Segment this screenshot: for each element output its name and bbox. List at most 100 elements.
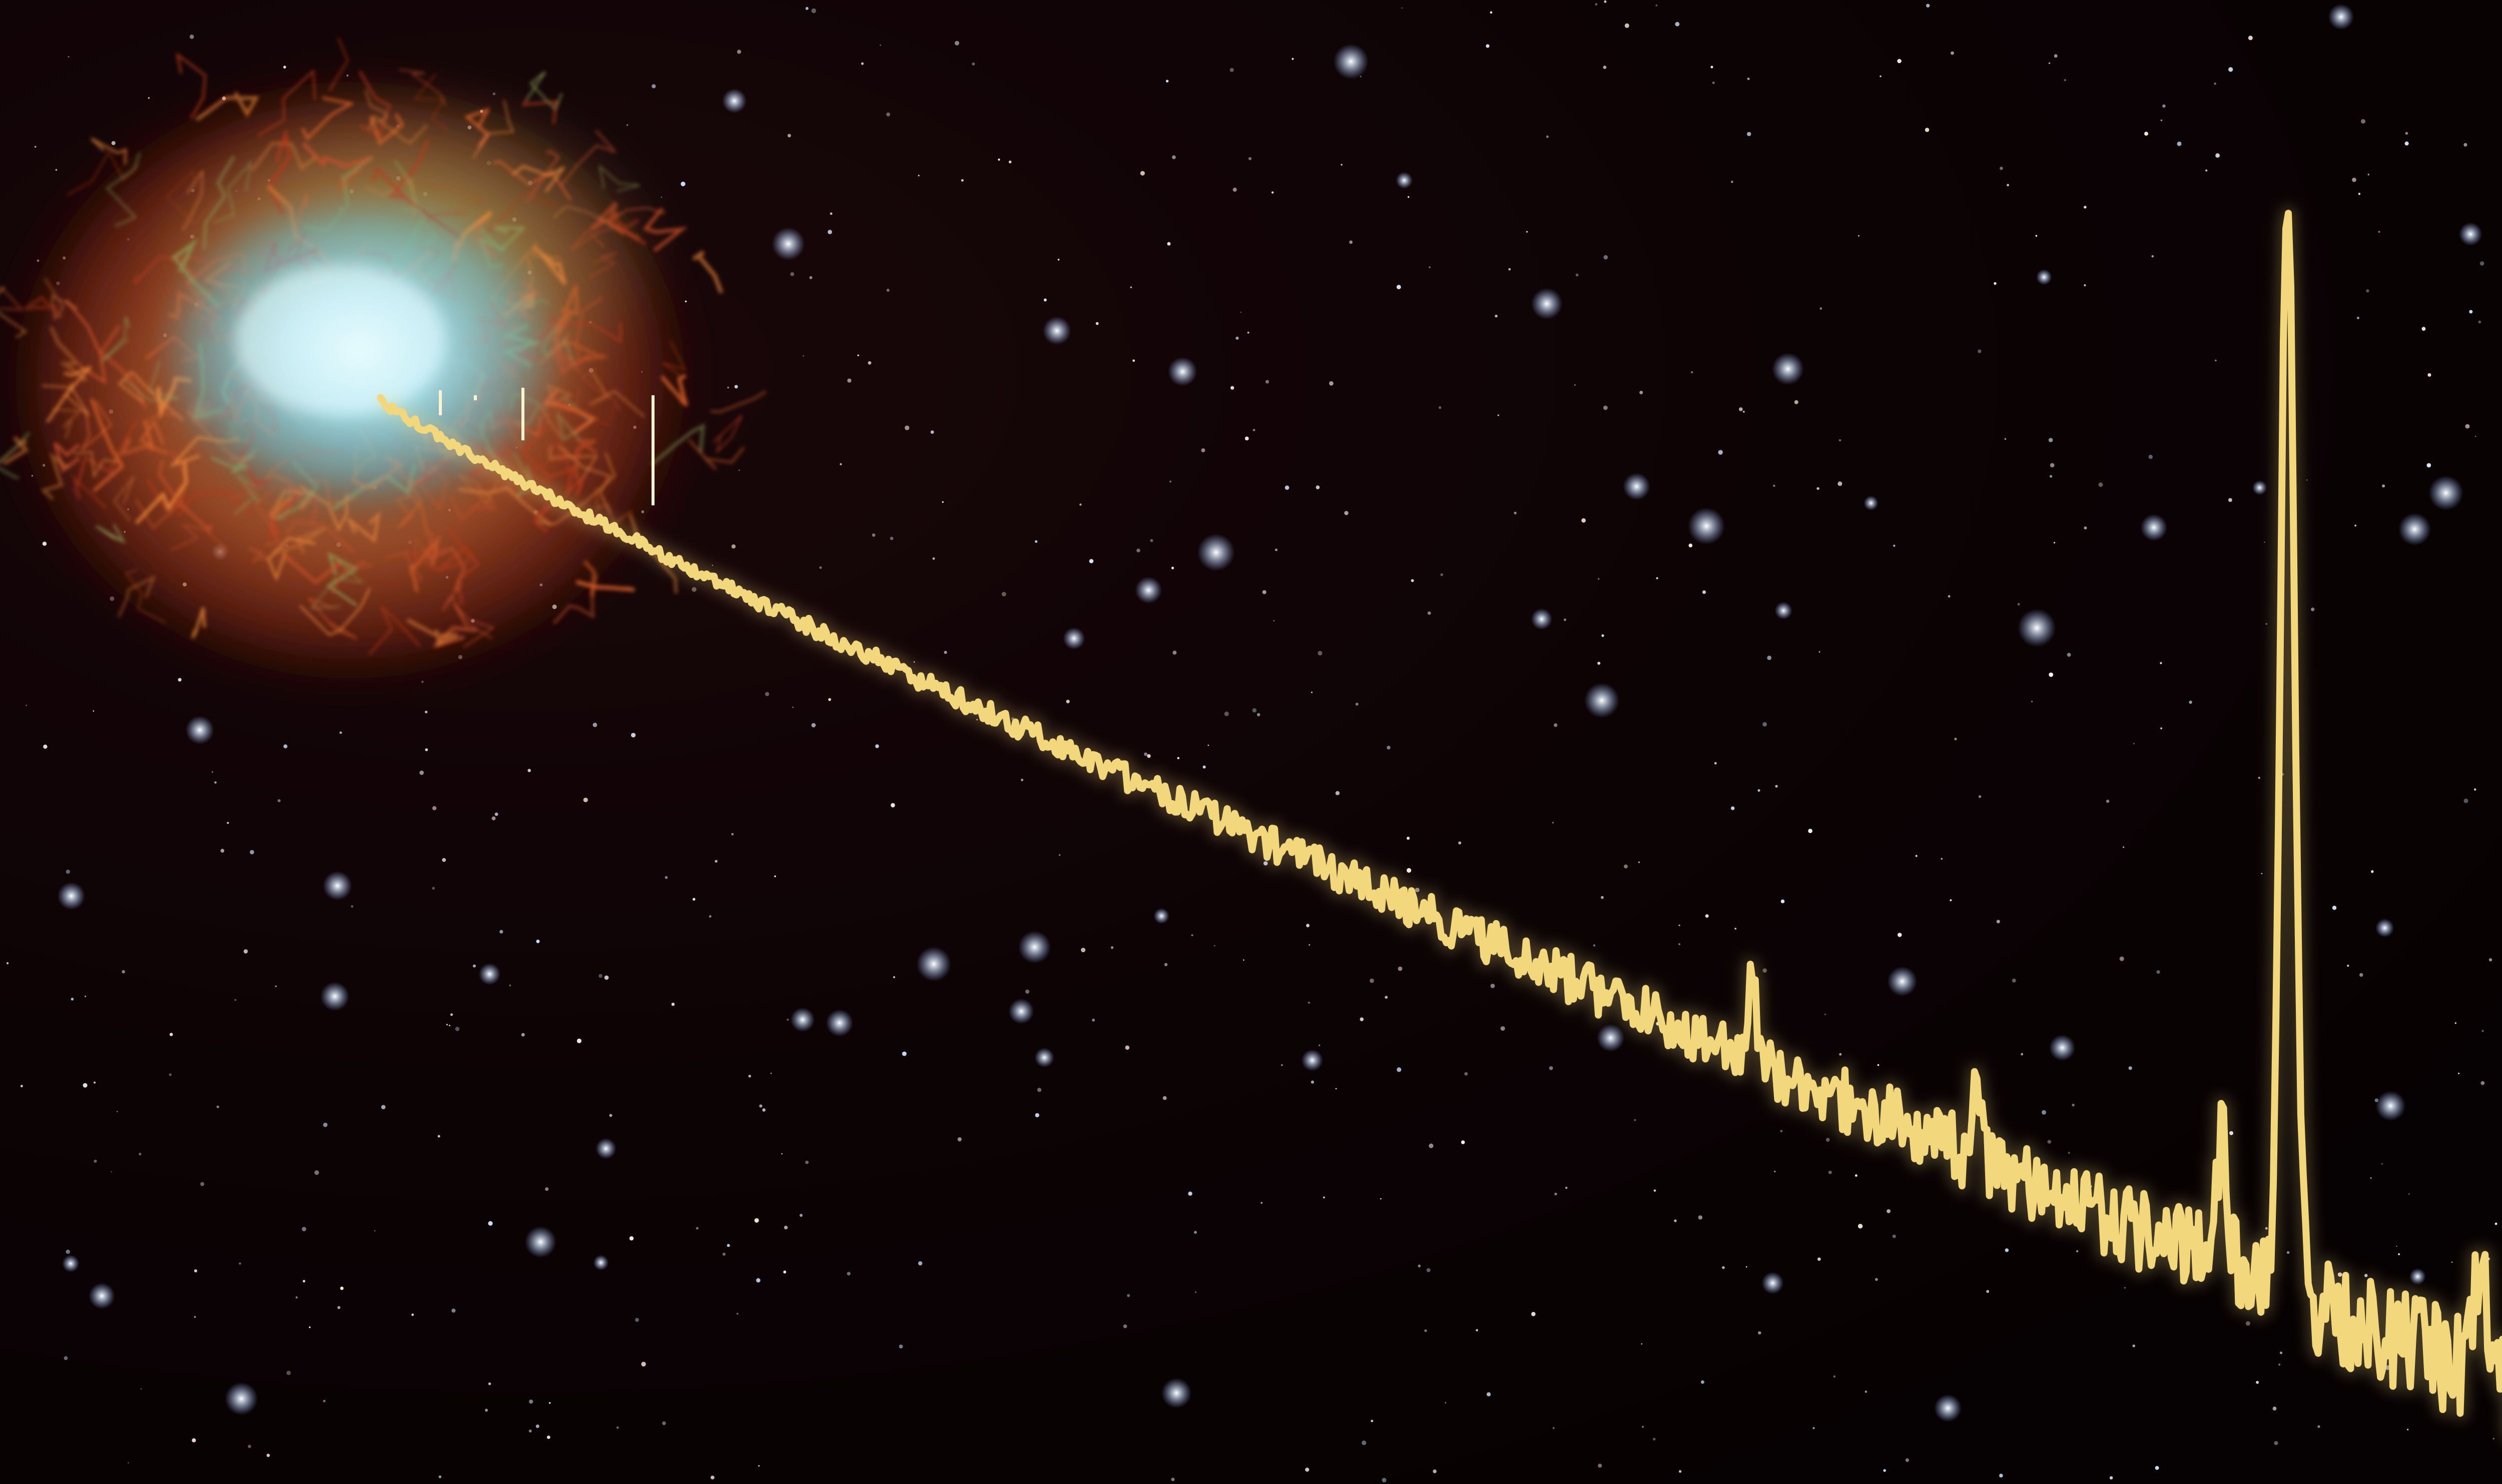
star [1601, 896, 1604, 899]
star [2469, 310, 2473, 314]
nebula-filament [268, 128, 292, 216]
star [1382, 1477, 1387, 1482]
star [1168, 357, 1197, 386]
star [734, 385, 738, 389]
star [2458, 1072, 2460, 1074]
star [641, 1361, 646, 1367]
star [194, 1269, 198, 1273]
star [1549, 1066, 1553, 1070]
star [2084, 206, 2087, 209]
star [1655, 4, 1658, 7]
star [1887, 966, 1918, 997]
star [1305, 1467, 1310, 1472]
star [944, 650, 947, 654]
star [583, 798, 588, 803]
star [1514, 511, 1517, 514]
star [2356, 317, 2359, 319]
star [374, 1230, 376, 1232]
star [1125, 1045, 1130, 1050]
nebula-filament [158, 460, 212, 534]
star [286, 1370, 291, 1375]
star [1531, 1312, 1536, 1316]
star [2264, 541, 2265, 543]
star [1136, 548, 1140, 552]
star [94, 1159, 97, 1163]
star [2049, 1034, 2076, 1061]
star [748, 1075, 751, 1078]
star [545, 1187, 549, 1191]
star [1385, 996, 1388, 999]
star [2265, 623, 2268, 625]
star [2454, 1022, 2456, 1024]
star [1500, 1026, 1505, 1031]
star [1678, 924, 1680, 926]
star [1396, 285, 1401, 290]
star [2133, 743, 2135, 745]
star [2358, 193, 2361, 195]
star [1595, 3, 1597, 6]
star [1265, 380, 1270, 384]
star [2261, 873, 2263, 875]
star [593, 1255, 609, 1271]
star [1461, 1140, 1465, 1144]
star [1235, 336, 1239, 340]
star [1926, 4, 1930, 8]
star [872, 533, 876, 537]
star [727, 1244, 730, 1247]
star [1171, 566, 1174, 569]
nebula-filament [176, 52, 207, 120]
star [784, 1225, 788, 1230]
star [1252, 708, 1257, 712]
star [631, 732, 636, 737]
star [1147, 754, 1151, 758]
star [1130, 286, 1132, 289]
star [1887, 1209, 1891, 1213]
star [2160, 727, 2162, 729]
star [1565, 1186, 1568, 1189]
nebula-filament [65, 299, 107, 385]
star [2367, 174, 2369, 176]
star [1333, 44, 1369, 80]
nebula-filament [558, 445, 611, 514]
star [1476, 1329, 1478, 1331]
spectrum-trace-spikes [439, 388, 655, 505]
star [671, 1003, 675, 1006]
star [122, 970, 125, 974]
star [828, 698, 831, 701]
star [1996, 920, 2000, 924]
star [2317, 1425, 2320, 1428]
star [1837, 481, 1842, 486]
nebula-filament [511, 165, 565, 193]
star [1762, 722, 1767, 727]
star [546, 1435, 550, 1439]
star [1319, 1044, 1321, 1046]
star [437, 1135, 440, 1138]
star [2042, 1110, 2046, 1115]
star [2160, 119, 2163, 122]
star [770, 1072, 772, 1074]
star [2031, 700, 2033, 702]
star [425, 748, 428, 752]
star [1429, 1143, 1434, 1148]
star [2286, 1251, 2290, 1254]
star [1710, 66, 1713, 69]
star [548, 1402, 551, 1404]
nebula-filament [285, 519, 355, 554]
star [1552, 822, 1554, 824]
star [2004, 438, 2007, 440]
nebula-filament [310, 559, 365, 609]
star [295, 1296, 298, 1299]
star [890, 536, 894, 540]
star [1624, 864, 1628, 869]
star [2205, 169, 2208, 172]
nebula-filament [118, 575, 156, 617]
star [455, 1027, 460, 1031]
star [1229, 68, 1234, 72]
star [840, 463, 842, 465]
star [2128, 1066, 2132, 1070]
star [2047, 1140, 2052, 1144]
star [1941, 858, 1943, 860]
star [1172, 155, 1176, 160]
nebula-filament [264, 518, 280, 546]
